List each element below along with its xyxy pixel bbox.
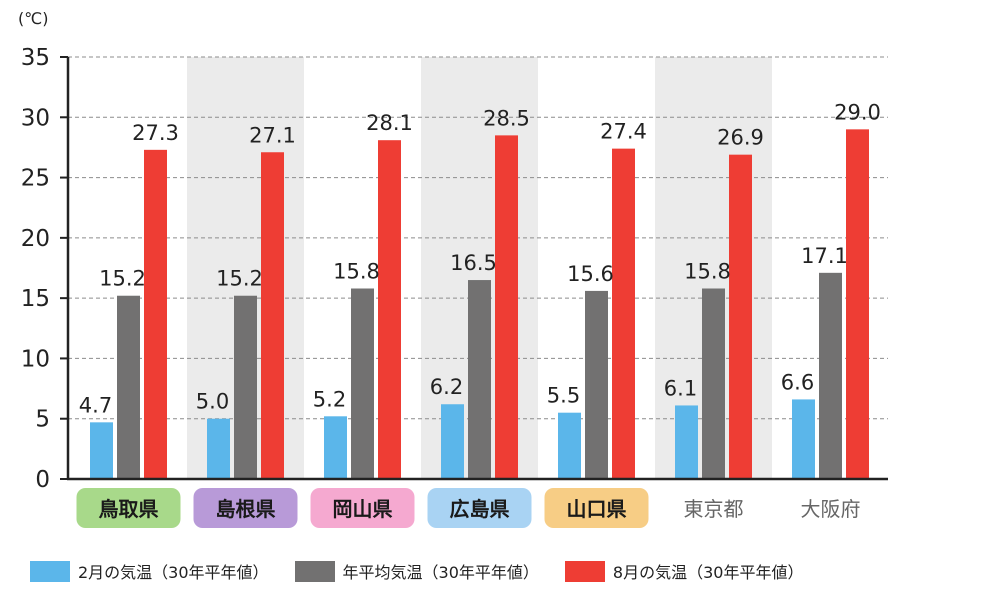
category-badge [76, 488, 181, 528]
category-badge [310, 488, 415, 528]
category-label: 山口県 [567, 497, 627, 521]
category-label: 広島県 [450, 497, 510, 521]
category-labels: 鳥取県 島根県 岡山県 広島県 山口県 東京都 大阪府 [76, 488, 861, 528]
bar [90, 422, 113, 479]
category-label: 大阪府 [801, 497, 861, 521]
data-label: 15.8 [684, 259, 731, 283]
data-label: 4.7 [79, 393, 112, 417]
legend-swatch-aug [564, 560, 605, 582]
bar [234, 295, 257, 479]
data-label: 17.1 [801, 244, 848, 268]
column-backgrounds [187, 57, 772, 479]
bar [819, 272, 842, 479]
legend-item-aug: 8月の気温（30年平年値） [564, 559, 804, 583]
bar [378, 140, 401, 480]
y-tick-label: 35 [21, 45, 50, 71]
data-label: 27.3 [132, 121, 179, 145]
legend-swatch-feb [30, 560, 70, 582]
data-label: 6.2 [430, 375, 463, 399]
data-label: 6.6 [781, 370, 814, 394]
bar [468, 280, 491, 479]
labels: 4.7 5.0 5.2 6.2 5.5 6.1 6.6 15.2 15.2 15.8 16.5 15.… [79, 100, 881, 417]
bar [585, 290, 608, 479]
legend-label-annual: 年平均気温（30年平年値） [342, 563, 539, 582]
bar [351, 288, 374, 479]
bar [558, 412, 581, 479]
data-label: 15.2 [216, 267, 263, 291]
y-tick-label: 30 [21, 105, 50, 131]
category-label: 島根県 [216, 497, 276, 521]
category-label: 東京都 [684, 497, 744, 521]
y-tick-label: 0 [35, 467, 50, 493]
y-tick-label: 25 [21, 166, 50, 192]
legend-item-feb: 2月の気温（30年平年値） [30, 559, 269, 583]
bar [702, 288, 725, 479]
bar [612, 148, 635, 480]
bar [495, 135, 518, 479]
legend-swatch-annual [294, 560, 335, 582]
data-label: 27.4 [600, 120, 647, 144]
y-unit-label: (℃) [18, 9, 48, 28]
y-tick-label: 15 [21, 286, 50, 312]
bar [441, 404, 464, 479]
data-label: 15.2 [99, 267, 146, 291]
bar [792, 399, 815, 479]
data-label: 5.2 [313, 387, 346, 411]
y-tick-label: 5 [35, 407, 50, 433]
category-label: 岡山県 [333, 497, 393, 521]
bar [144, 149, 167, 479]
data-label: 26.9 [717, 126, 764, 150]
data-label: 29.0 [834, 100, 881, 124]
bar [207, 418, 230, 479]
bar [261, 152, 284, 479]
data-label: 5.0 [196, 390, 229, 414]
y-tick-label: 20 [21, 226, 50, 252]
y-tick-label: 10 [21, 346, 50, 372]
data-label: 6.1 [664, 376, 697, 400]
bar [324, 416, 347, 479]
data-label: 5.5 [547, 384, 580, 408]
axes: 0 5 10 15 20 25 30 35 (℃) [18, 9, 888, 493]
category-badge [427, 488, 532, 528]
bar [729, 154, 752, 480]
bar [846, 129, 869, 480]
data-label: 15.8 [333, 259, 380, 283]
legend-label-aug: 8月の気温（30年平年値） [612, 563, 804, 582]
data-label: 15.6 [567, 262, 614, 286]
bar [117, 295, 140, 479]
category-badge [544, 488, 649, 528]
data-label: 28.5 [483, 106, 530, 130]
bar [675, 405, 698, 479]
data-label: 27.1 [249, 123, 296, 147]
bars [90, 129, 869, 480]
data-label: 28.1 [366, 111, 413, 135]
legend-label-feb: 2月の気温（30年平年値） [78, 563, 269, 582]
category-badge [193, 488, 298, 528]
data-label: 16.5 [450, 251, 497, 275]
legend-item-annual: 年平均気温（30年平年値） [294, 559, 539, 583]
category-label: 鳥取県 [99, 497, 159, 521]
legend: 2月の気温（30年平年値） 年平均気温（30年平年値） 8月の気温（30年平年値… [30, 556, 803, 586]
